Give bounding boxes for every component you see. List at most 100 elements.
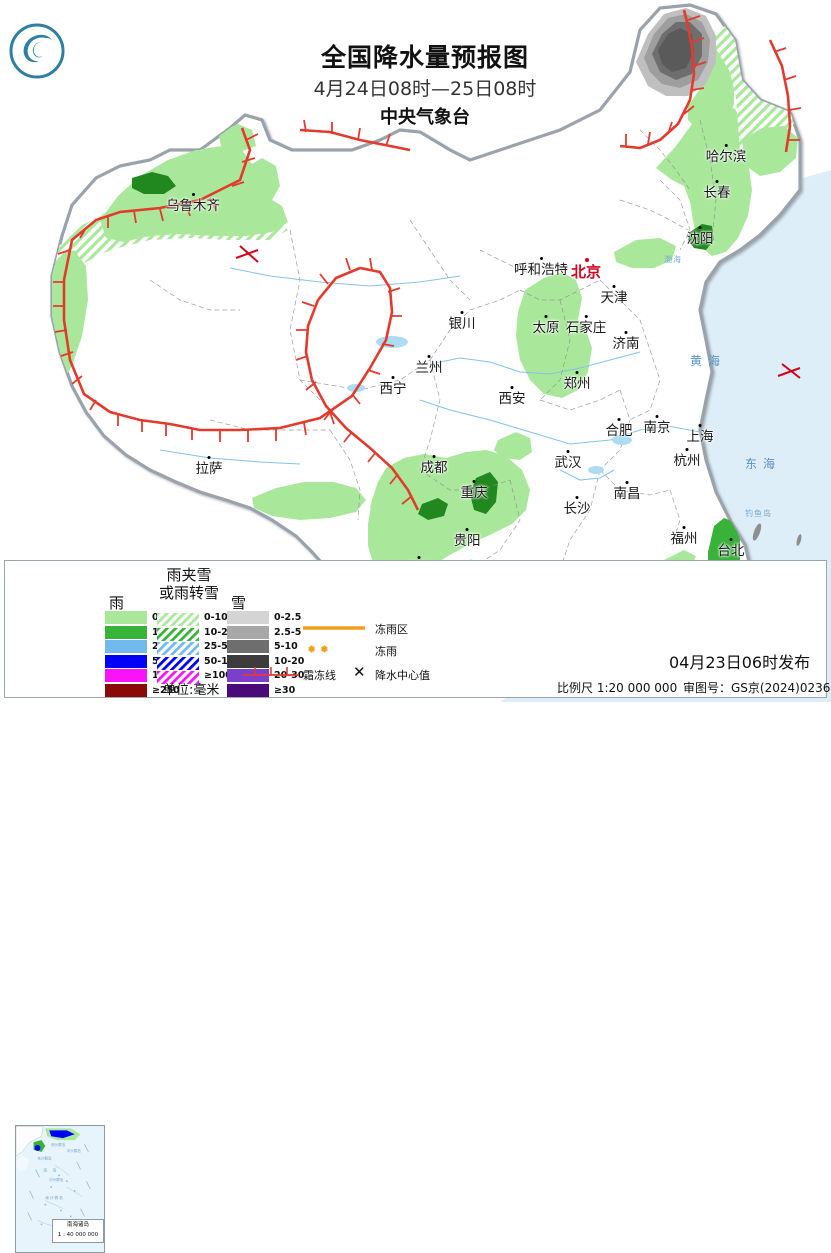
legend-swatch [227, 654, 269, 668]
legend-swatch [227, 640, 269, 653]
city-label: 贵阳 [453, 528, 481, 549]
city-marker-dot [682, 526, 686, 529]
precip-center-symbol: ✕ [353, 663, 366, 681]
freezing-rain-symbol: ✹ ✹ [307, 643, 329, 655]
city-marker-dot [191, 193, 195, 196]
legend-panel: 西沙群岛 中沙群岛 东沙群岛 中沙群岛 南 沙 群 岛 南 海 南海诸岛 1 :… [4, 560, 831, 1253]
city-marker-dot [566, 450, 570, 453]
city-marker-dot [544, 315, 548, 318]
legend-swatch [227, 625, 269, 639]
city-marker-dot [729, 538, 733, 541]
legend-swatch-label: 2.5-5 [274, 626, 302, 638]
city-marker-dot [584, 315, 588, 318]
city-marker-dot [207, 456, 211, 459]
city-marker-dot [617, 418, 621, 421]
city-name: 济南 [612, 336, 640, 352]
city-marker-dot [715, 180, 719, 183]
legend-freezing-zone-label: 冻雨区 [375, 623, 408, 636]
legend-frost-line-label: 霜冻线 [303, 669, 336, 682]
city-marker-dot [624, 331, 628, 334]
legend-swatch [157, 669, 199, 684]
city-marker-dot [575, 371, 579, 374]
city-name: 兰州 [415, 360, 443, 376]
frost-line-symbol [243, 667, 299, 676]
city-label: 南京 [643, 415, 671, 436]
legend-swatch [105, 683, 147, 697]
city-marker-dot [539, 257, 543, 260]
city-name: 南京 [643, 420, 671, 436]
city-label: 北京 [570, 258, 602, 281]
sea-label: 钓鱼岛 [745, 509, 772, 518]
city-label: 福州 [671, 526, 698, 547]
cma-dragon-logo [9, 23, 65, 79]
city-label: 西宁 [380, 376, 407, 397]
sea-label: 东海 [745, 457, 782, 471]
city-name: 沈阳 [686, 231, 714, 247]
city-marker-dot [612, 285, 616, 288]
city-marker-dot [460, 311, 464, 314]
svg-text:西沙群岛: 西沙群岛 [51, 1142, 66, 1147]
legend-swatch-label: ≥30 [274, 684, 296, 696]
city-name: 杭州 [673, 453, 701, 469]
city-marker-dot [465, 528, 469, 531]
city-name: 南昌 [613, 486, 641, 502]
svg-text:南 海: 南 海 [43, 1167, 58, 1172]
city-label: 长沙 [564, 496, 591, 517]
city-label: 西安 [498, 386, 526, 407]
inset-scale-value: 1 : 40 000 000 [57, 1232, 99, 1239]
city-marker-dot [625, 481, 629, 484]
legend-swatch-label: 0-2.5 [274, 612, 302, 623]
city-name: 台北 [717, 543, 745, 559]
city-label: 台北 [717, 538, 745, 559]
city-name: 拉萨 [195, 461, 223, 477]
legend-swatch-label: 0-10 [204, 612, 228, 623]
city-name: 西安 [498, 391, 526, 407]
city-marker-dot [698, 424, 702, 427]
city-label: 郑州 [564, 371, 591, 392]
city-name: 呼和浩特 [514, 262, 568, 278]
legend-precip-center-label: 降水中心值 [375, 669, 430, 682]
legend-swatch [105, 669, 147, 682]
legend-header-sleet-line1: 雨夹雪 [166, 566, 212, 584]
city-label: 南昌 [613, 481, 641, 502]
legend-unit: 单位:毫米 [163, 683, 220, 698]
precipitation-forecast-map: 全国降水量预报图 4月24日08时—25日08时 中央气象台 乌鲁木齐 拉萨 西宁兰… [4, 3, 831, 1253]
svg-text:✹ ✹: ✹ ✹ [307, 643, 329, 655]
city-label: 哈尔滨 [706, 144, 746, 165]
city-name: 合肥 [605, 423, 633, 439]
city-label: 太原 [533, 315, 560, 336]
city-label: 济南 [612, 331, 640, 352]
city-name: 上海 [686, 429, 714, 445]
city-name: 重庆 [460, 485, 488, 501]
city-marker-dot [655, 415, 659, 418]
legend-swatch [105, 625, 147, 639]
legend-freezing-rain-label: 冻雨 [375, 645, 397, 658]
city-marker-dot [698, 226, 702, 229]
city-name: 石家庄 [565, 320, 607, 336]
city-marker-dot [417, 556, 421, 559]
legend-swatch [157, 640, 199, 655]
inset-scale-box: 南海诸岛 1 : 40 000 000 [52, 1219, 104, 1243]
legend-swatch-label: ≥100 [204, 670, 232, 681]
city-label: 呼和浩特 [514, 257, 568, 278]
frost-barbs [53, 15, 802, 505]
frost-line [53, 9, 802, 511]
legend-swatch [227, 683, 269, 697]
city-label: 长春 [703, 180, 731, 201]
city-name: 北京 [570, 263, 602, 281]
city-name: 长春 [703, 185, 731, 201]
city-label: 乌鲁木齐 [166, 193, 220, 214]
city-name: 武汉 [554, 455, 582, 471]
city-label: 上海 [686, 424, 714, 445]
city-marker-dot [432, 455, 436, 458]
svg-text:中沙群岛: 中沙群岛 [67, 1148, 82, 1153]
legend-swatch [157, 655, 199, 670]
city-label: 石家庄 [565, 315, 607, 336]
city-name: 贵阳 [453, 533, 481, 549]
city-label: 兰州 [415, 355, 443, 376]
city-marker-dot [575, 496, 579, 499]
legend-swatch [157, 626, 199, 641]
review-number: 审图号：GS京(2024)0236号 [683, 681, 831, 695]
svg-text:南 沙 群 岛: 南 沙 群 岛 [45, 1195, 63, 1200]
inset-scale-title: 南海诸岛 [66, 1222, 89, 1228]
